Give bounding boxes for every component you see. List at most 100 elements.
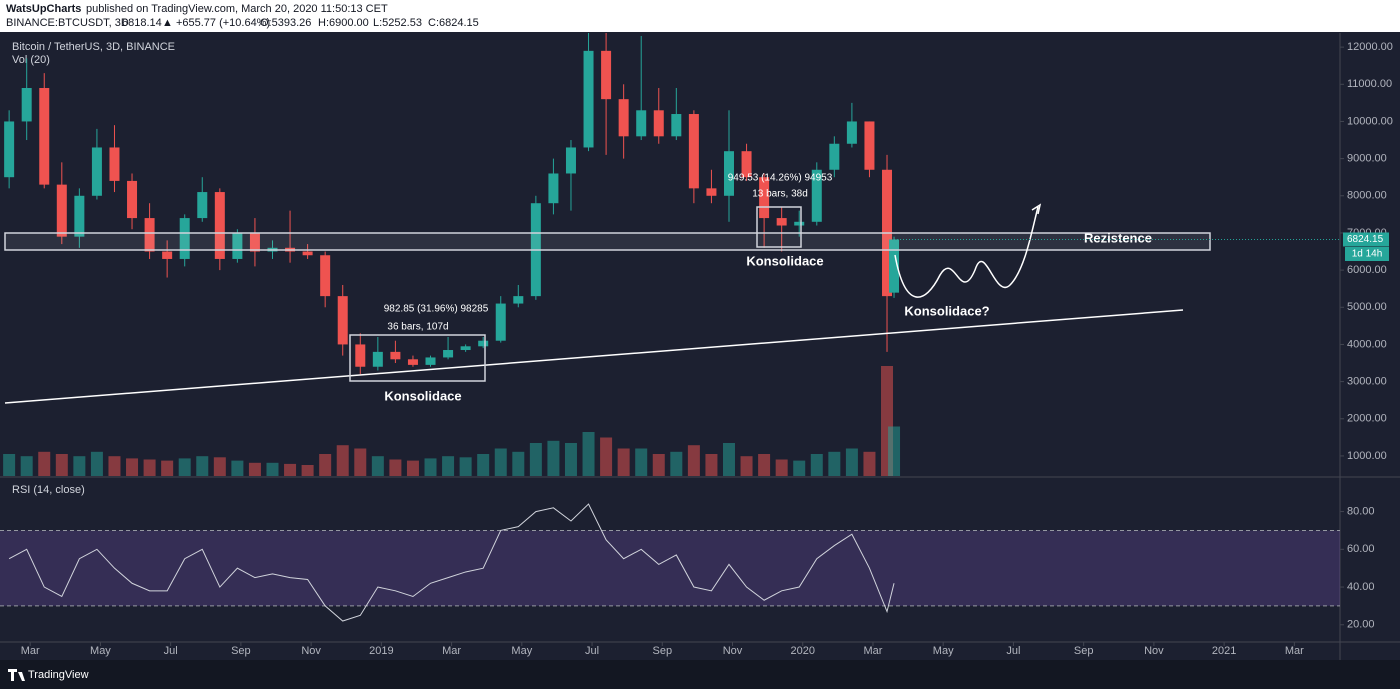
volume-bar — [740, 456, 753, 476]
published: published on TradingView.com, March 20, … — [86, 3, 388, 15]
volume-bar — [336, 445, 349, 476]
candle-body — [811, 169, 822, 222]
volume-bar — [354, 448, 367, 476]
brand: TradingView — [28, 669, 89, 681]
candle-body — [688, 114, 699, 189]
volume-bar — [108, 456, 121, 476]
y-tick-label: 5000.00 — [1347, 301, 1387, 313]
candle-body — [39, 88, 50, 185]
volume-bar — [828, 451, 841, 476]
volume-bar — [477, 454, 490, 476]
candle-body — [302, 251, 313, 256]
candle-body — [653, 110, 664, 137]
volume-bar — [547, 440, 560, 476]
candle-body — [249, 232, 260, 252]
volume-bar — [126, 458, 139, 476]
candle-body — [723, 151, 734, 196]
last-price-label: 6824.15 — [1347, 234, 1384, 245]
volume-bar — [617, 448, 630, 476]
candle-body — [372, 351, 383, 367]
volume-bar — [863, 451, 876, 476]
volume-bar — [284, 463, 297, 476]
volume-bar — [266, 462, 279, 476]
y-tick-label: 3000.00 — [1347, 376, 1387, 388]
volume-bar — [3, 454, 16, 476]
y-tick-label: 10000.00 — [1347, 115, 1393, 127]
y-tick-label: 11000.00 — [1347, 78, 1392, 90]
candle-body — [21, 88, 32, 122]
y-tick-label: 8000.00 — [1347, 190, 1387, 202]
volume-bar — [424, 458, 437, 476]
range-label: 982.85 (31.96%) 98285 — [384, 304, 489, 315]
bars-label: 36 bars, 107d — [387, 322, 448, 333]
candle-body — [144, 218, 155, 252]
volume-bar — [687, 445, 700, 476]
y-tick-label: 9000.00 — [1347, 153, 1387, 165]
candle-body — [232, 232, 243, 259]
candle-body — [583, 50, 594, 148]
volume-bar — [389, 459, 402, 476]
x-tick-label: Sep — [652, 645, 672, 657]
volume-bar — [459, 457, 472, 476]
volume-bar — [231, 460, 244, 476]
high: H:6900.00 — [318, 17, 369, 29]
x-tick-label: Sep — [231, 645, 251, 657]
volume-bar — [442, 456, 455, 476]
range-label: 949.53 (14.26%) 94953 — [728, 173, 833, 184]
candle-body — [671, 114, 682, 137]
last-price-bg — [1343, 232, 1389, 247]
rsi-tick-label: 40.00 — [1347, 581, 1375, 593]
volume-label: Vol (20) — [12, 54, 50, 66]
y-tick-label: 6000.00 — [1347, 264, 1387, 276]
candle-body — [162, 251, 173, 259]
countdown: 1d 14h — [1352, 249, 1383, 260]
price: 6818.14 — [122, 17, 162, 29]
volume-bar — [600, 437, 613, 476]
candle-body — [320, 255, 331, 297]
y-tick-label: 4000.00 — [1347, 338, 1387, 350]
candle-body — [776, 218, 787, 226]
volume-bar — [161, 460, 174, 476]
x-tick-label: 2021 — [1212, 645, 1236, 657]
candle-body — [864, 121, 875, 170]
candle-body — [513, 296, 524, 304]
volume-bar — [845, 448, 858, 476]
projection — [894, 203, 1042, 298]
chart-title: Bitcoin / TetherUS, 3D, BINANCE — [12, 41, 175, 53]
volume-bar — [758, 454, 771, 476]
candle-body — [495, 303, 506, 341]
author: WatsUpCharts — [6, 3, 81, 15]
consolidation-label: Konsolidace — [384, 388, 461, 403]
rsi-band — [0, 530, 1340, 606]
x-tick-label: Mar — [863, 645, 882, 657]
candle-body — [846, 121, 857, 144]
x-tick-label: Nov — [723, 645, 743, 657]
x-tick-label: May — [511, 645, 532, 657]
y-tick-label: 2000.00 — [1347, 413, 1387, 425]
rsi-tick-label: 80.00 — [1347, 505, 1375, 517]
volume-bar — [564, 443, 577, 476]
rsi-label: RSI (14, close) — [12, 484, 85, 496]
volume-bar — [196, 456, 209, 476]
candle-body — [425, 357, 436, 365]
x-tick-label: Jul — [164, 645, 178, 657]
x-tick-label: Sep — [1074, 645, 1094, 657]
x-tick-label: Nov — [301, 645, 321, 657]
candle-body — [794, 221, 805, 226]
volume-bar — [582, 432, 595, 476]
x-tick-label: Mar — [1285, 645, 1304, 657]
volume-bar — [38, 451, 51, 476]
volume-bar — [810, 454, 823, 476]
candle-body — [443, 350, 454, 358]
candle-body — [109, 147, 120, 181]
candle-body — [4, 121, 15, 178]
volume-bar — [635, 448, 648, 476]
candle-body — [759, 177, 770, 219]
volume-bar — [652, 454, 665, 476]
candle-body — [548, 173, 559, 204]
logo — [8, 669, 25, 681]
symbol: BINANCE:BTCUSDT, 3D — [6, 17, 129, 29]
volume-bar — [213, 457, 226, 476]
candle-body — [127, 180, 138, 219]
candle-body — [478, 340, 489, 347]
